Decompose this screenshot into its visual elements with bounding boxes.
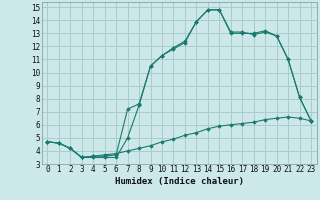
X-axis label: Humidex (Indice chaleur): Humidex (Indice chaleur) bbox=[115, 177, 244, 186]
